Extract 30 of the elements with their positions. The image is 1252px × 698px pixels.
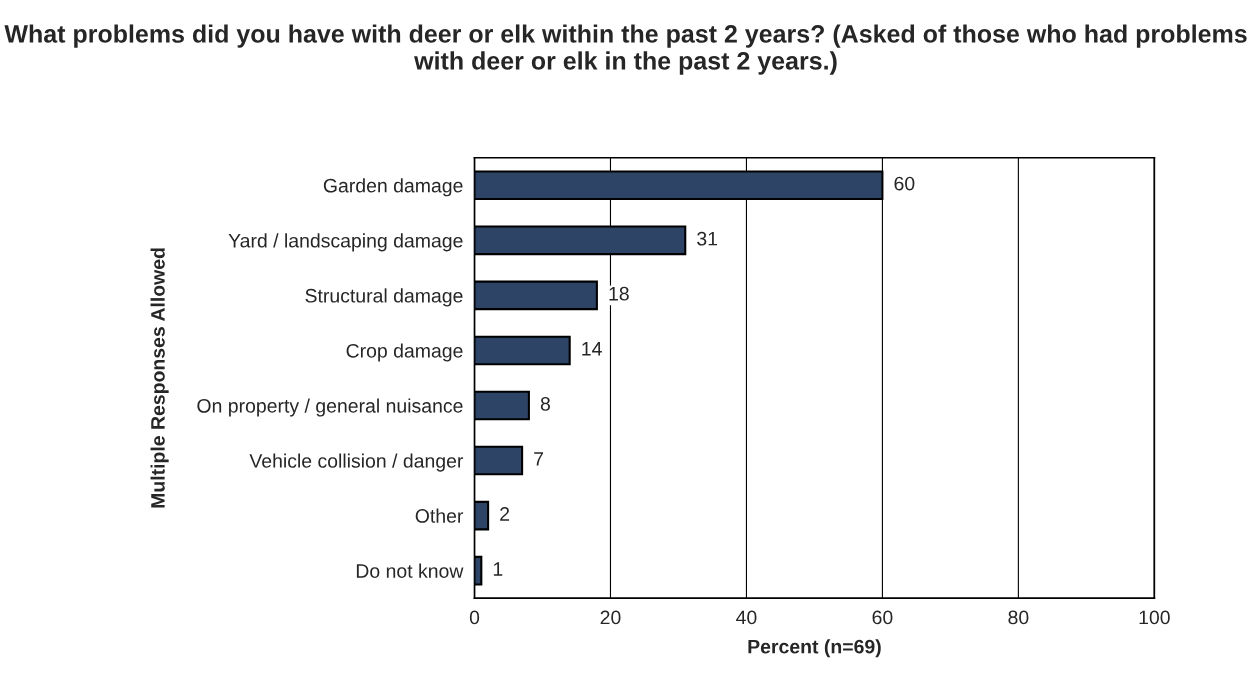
y-tick-label: Vehicle collision / danger — [249, 453, 464, 472]
data-label: 8 — [540, 396, 550, 411]
bar — [474, 445, 524, 476]
y-tick-label: Yard / landscaping damage — [228, 233, 463, 252]
y-tick-label: Do not know — [356, 563, 464, 578]
x-tick-label: 100 — [1139, 610, 1170, 625]
x-tick-label: 20 — [600, 610, 621, 625]
data-label: 60 — [894, 176, 915, 191]
data-label: 7 — [534, 452, 544, 466]
y-tick-label: Other — [415, 508, 464, 523]
bar — [474, 335, 571, 366]
bar — [474, 280, 598, 311]
bar — [474, 390, 530, 421]
data-label: 2 — [500, 507, 510, 521]
data-label: 14 — [582, 342, 602, 356]
bar — [474, 500, 490, 531]
y-axis-title: Multiple Responses Allowed — [150, 248, 169, 508]
y-tick-label: On property / general nuisance — [197, 398, 463, 417]
y-tick-label: Crop damage — [346, 343, 463, 362]
x-axis-title: Percent (n=69) — [748, 639, 881, 658]
x-tick-label: 80 — [1008, 610, 1029, 625]
y-tick-label: Structural damage — [305, 288, 463, 307]
chart-title: What problems did you have with deer or elk within the past 2 years? (Asked of those who had problems with deer or elk in the past 2 years.) — [4, 24, 1247, 75]
y-tick-label: Garden damage — [323, 178, 463, 197]
x-tick-label: 60 — [872, 610, 893, 625]
x-tick-label: 0 — [469, 610, 480, 625]
data-label: 31 — [697, 231, 718, 246]
data-label: 18 — [609, 286, 629, 301]
x-tick-label: 40 — [736, 610, 757, 625]
data-label: 1 — [493, 562, 503, 576]
